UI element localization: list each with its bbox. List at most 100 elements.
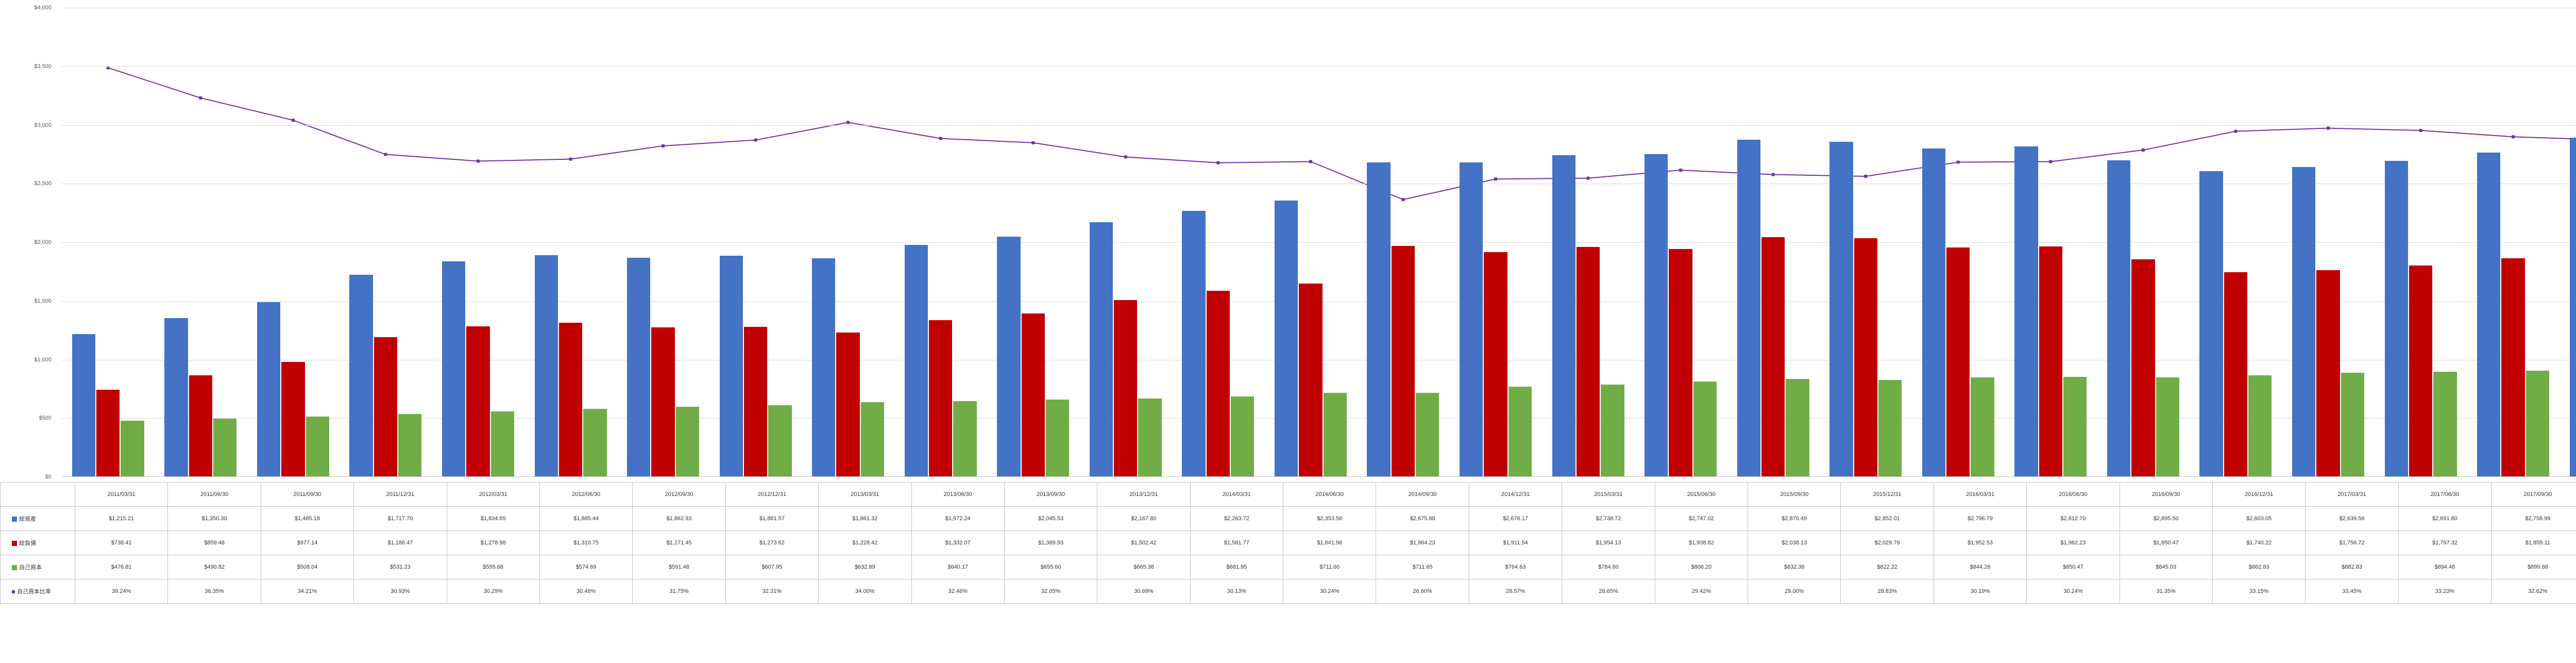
- row-liabilities-cell: $1,952.53: [1934, 531, 2026, 555]
- bar-liabilities: [2039, 246, 2062, 476]
- bar-group: [2477, 8, 2549, 476]
- row-assets-cell: $2,167.80: [1097, 507, 1190, 531]
- row-equity-cell: $490.82: [168, 555, 261, 579]
- bar-liabilities: [281, 362, 304, 476]
- row-liabilities-cell: $859.48: [168, 531, 261, 555]
- row-assets-cell: $1,485.18: [261, 507, 353, 531]
- row-liabilities-cell: $1,850.47: [2120, 531, 2212, 555]
- bar-liabilities: [744, 327, 767, 476]
- bar-group: [905, 8, 977, 476]
- row-equity-cell: $574.69: [539, 555, 632, 579]
- row-ratio-cell: 33.23%: [2398, 579, 2491, 604]
- period-header: 2015/03/31: [1562, 483, 1655, 507]
- row-equity-cell: $655.60: [1004, 555, 1097, 579]
- plot-area: [62, 8, 2576, 477]
- row-ratio-cell: 32.05%: [1004, 579, 1097, 604]
- row-equity-cell: $711.65: [1376, 555, 1469, 579]
- bar-liabilities: [1299, 284, 1322, 476]
- row-liabilities-cell: $1,962.23: [2027, 531, 2120, 555]
- row-assets-cell: $2,603.05: [2212, 507, 2305, 531]
- row-assets-cell: $1,881.57: [725, 507, 818, 531]
- bar-group: [1182, 8, 1254, 476]
- row-assets-cell: $2,738.72: [1562, 507, 1655, 531]
- bar-equity: [213, 419, 236, 476]
- bar-assets: [1182, 211, 1205, 476]
- bar-equity: [861, 402, 884, 476]
- bar-liabilities: [1114, 300, 1137, 476]
- bar-assets: [2477, 153, 2500, 476]
- row-equity-cell: $899.88: [2492, 555, 2576, 579]
- bar-assets: [1275, 201, 1298, 476]
- bar-liabilities: [1207, 291, 1230, 476]
- bar-equity: [768, 405, 791, 476]
- bar-group: [2570, 8, 2576, 476]
- bar-assets: [720, 256, 743, 476]
- period-header: 2011/09/30: [261, 483, 353, 507]
- bar-group: [535, 8, 607, 476]
- row-ratio-cell: 28.65%: [1562, 579, 1655, 604]
- bar-equity: [1971, 377, 1994, 476]
- period-header: 2012/06/30: [539, 483, 632, 507]
- bar-liabilities: [1022, 313, 1045, 476]
- row-ratio-cell: 36.35%: [168, 579, 261, 604]
- row-assets-cell: $2,852.01: [1841, 507, 1934, 531]
- bar-assets: [1090, 222, 1113, 476]
- row-ratio-cell: 33.15%: [2212, 579, 2305, 604]
- row-assets-cell: $1,972.24: [911, 507, 1004, 531]
- period-header: 2016/06/30: [2027, 483, 2120, 507]
- bar-group: [627, 8, 699, 476]
- row-assets-cell: $2,812.70: [2027, 507, 2120, 531]
- row-equity-cell: $632.89: [819, 555, 911, 579]
- row-equity-cell: $591.48: [633, 555, 725, 579]
- bar-equity: [1324, 393, 1347, 476]
- period-header: 2017/09/30: [2492, 483, 2576, 507]
- row-equity-cell: $764.63: [1469, 555, 1562, 579]
- bar-liabilities: [1854, 238, 1877, 476]
- bar-group: [2292, 8, 2364, 476]
- row-equity-cell: $681.95: [1190, 555, 1283, 579]
- bar-equity: [1231, 396, 1254, 476]
- row-assets-cell: $1,862.93: [633, 507, 725, 531]
- bar-assets: [2107, 160, 2130, 476]
- bar-liabilities: [2316, 270, 2340, 476]
- bar-liabilities: [1946, 247, 1970, 476]
- row-equity-cell: $711.60: [1283, 555, 1376, 579]
- bar-assets: [1737, 140, 1760, 476]
- row-equity-cell: $822.22: [1841, 555, 1934, 579]
- row-liabilities-cell: $1,938.82: [1655, 531, 1748, 555]
- row-equity-cell: $640.17: [911, 555, 1004, 579]
- row-assets-cell: $2,691.80: [2398, 507, 2491, 531]
- bar-assets: [905, 245, 928, 476]
- bar-equity: [1601, 385, 1624, 476]
- row-ratio-cell: 30.69%: [1097, 579, 1190, 604]
- bar-assets: [2570, 138, 2576, 477]
- row-assets-cell: $2,353.56: [1283, 507, 1376, 531]
- bar-liabilities: [559, 323, 582, 476]
- row-ratio-cell: 30.24%: [2027, 579, 2120, 604]
- bar-equity: [1509, 387, 1532, 476]
- period-header: 2016/12/31: [2212, 483, 2305, 507]
- row-liabilities-cell: $1,278.98: [447, 531, 539, 555]
- bar-group: [997, 8, 1069, 476]
- row-liabilities-cell: $1,502.42: [1097, 531, 1190, 555]
- period-header: 2011/06/30: [168, 483, 261, 507]
- row-liabilities-cell: $1,740.22: [2212, 531, 2305, 555]
- bar-group: [1645, 8, 1717, 476]
- bar-equity: [2433, 372, 2456, 476]
- row-ratio-cell: 34.00%: [819, 579, 911, 604]
- bar-group: [1367, 8, 1439, 476]
- row-liabilities-cell: $2,038.13: [1748, 531, 1841, 555]
- row-assets-cell: $1,885.44: [539, 507, 632, 531]
- bar-assets: [2199, 171, 2223, 476]
- row-ratio-cell: 30.29%: [447, 579, 539, 604]
- bar-assets: [2014, 146, 2038, 476]
- period-header: 2016/09/30: [2120, 483, 2212, 507]
- row-assets-cell: $1,861.32: [819, 507, 911, 531]
- bar-liabilities: [2224, 272, 2247, 476]
- row-equity-header: 自己資本: [1, 555, 75, 579]
- period-header: 2015/09/30: [1748, 483, 1841, 507]
- bar-assets: [812, 258, 835, 476]
- row-assets-header: 総資産: [1, 507, 75, 531]
- bar-assets: [2292, 167, 2315, 476]
- bar-assets: [1460, 162, 1483, 476]
